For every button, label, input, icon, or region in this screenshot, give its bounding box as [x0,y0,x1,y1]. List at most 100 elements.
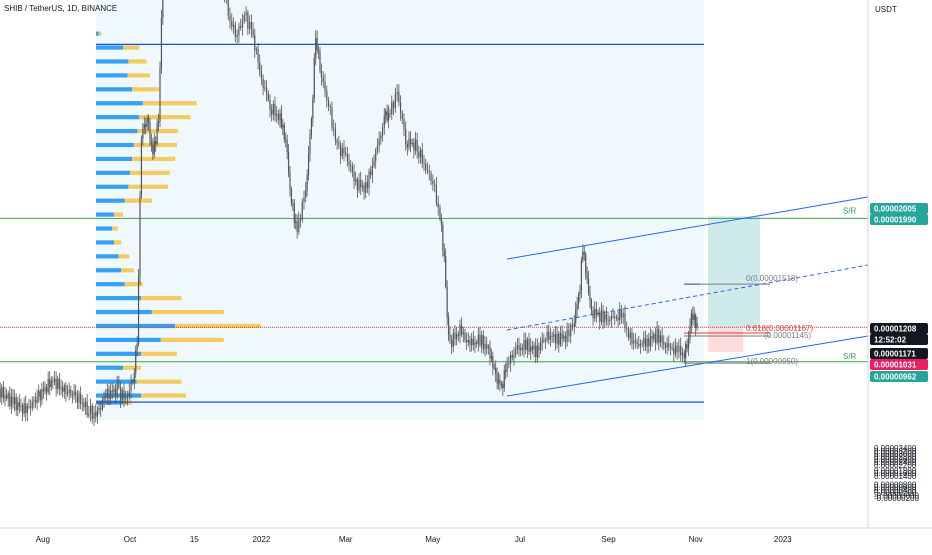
candle-body [350,164,352,167]
candle-body [63,385,65,392]
candle-body [416,139,418,152]
price-axis-unit: USDT [875,5,897,14]
price-axis-tick-label: 0.00003200 [874,447,917,456]
price-axis-tick-label: 0.00000400 [874,486,917,495]
volume-profile-down-bar [123,45,140,50]
candle-body [257,49,259,63]
candle-body [110,390,112,400]
candle-body [383,115,385,128]
candle-body [368,171,370,189]
position-target-zone [708,216,760,328]
candle-body [535,345,537,358]
candle-body [525,340,527,351]
candle-body [315,38,317,59]
volume-profile-down-bar [141,351,177,356]
candle-body [345,153,347,155]
candle-body [556,333,558,344]
candle-body [446,286,448,318]
candle-body [313,58,315,99]
volume-profile-up-bar [96,365,123,370]
candle-body [434,183,436,185]
fibonacci-label: 1(0.00000950) [746,357,798,366]
candle-body [452,332,454,347]
volume-profile-down-bar [160,337,224,342]
price-axis-tick-label: 0.00001800 [874,466,917,475]
candle-body [309,135,311,155]
candle-body [128,391,130,397]
candle-body [638,343,640,346]
candle-body [599,312,601,322]
candle-body [103,397,105,401]
price-axis-tick-label: 0.00002600 [874,455,917,464]
candle-body [339,144,342,157]
candle-body [533,345,535,351]
volume-profile-up-bar [96,59,129,64]
candle-body [140,138,143,197]
candle-body [549,335,552,340]
time-axis-tick-label: May [425,535,440,544]
candle-body [111,390,113,393]
volume-profile-up-bar [96,296,141,301]
candle-body [546,331,548,340]
candle-body [437,202,439,208]
candle-body [290,188,293,204]
candle-body [150,141,153,145]
candle-body [42,389,45,392]
time-axis-tick-label: Aug [36,535,50,544]
candle-body [142,128,144,139]
candle-body [7,393,9,399]
candle-body [137,276,140,344]
price-label-text: 0.00002005 [874,204,917,213]
candle-body [516,345,518,349]
candle-body [656,328,658,343]
fibonacci-label: (0.00001145) [764,331,811,340]
price-axis-tick-label: 0.00002800 [874,452,917,461]
volume-profile-up-bar [96,240,114,245]
candle-body [114,388,117,397]
candle-body [238,26,240,36]
candle-body [108,388,110,400]
candle-body [316,38,318,51]
candle-body [573,323,575,327]
candle-body [298,219,300,232]
support-resistance-label: S/R [843,352,857,361]
candle-body [605,313,608,320]
candle-body [133,372,135,382]
candle-body [6,395,8,399]
candle-body [423,162,425,164]
candle-body [575,309,577,324]
candle-body [439,207,441,219]
time-axis[interactable]: Aug Oct 15 2022 Mar May Jul Sep Nov 2023 [36,535,793,544]
candle-body [249,22,251,29]
candle-body [236,35,238,37]
candle-body [643,338,645,344]
candle-body [86,401,88,416]
candle-body [474,342,476,346]
candle-body [469,340,471,345]
candle-body [586,273,588,279]
candle-body [602,310,604,323]
candle-body [157,121,160,124]
candle-body [371,165,373,176]
candle-body [477,334,479,344]
candle-body [646,338,648,347]
candle-body [386,111,388,121]
candle-body [658,328,660,343]
candle-body [135,349,137,373]
candle-body [683,352,685,359]
volume-profile-up-bar [96,198,125,203]
candle-body [98,408,100,411]
candle-body [113,388,115,393]
volume-profile-up-bar [96,226,113,231]
fixed-range-profile-area [96,0,704,420]
candle-body [245,12,247,16]
price-axis[interactable]: 0.000034000.000032000.000030000.00002800… [874,444,919,503]
candle-body [570,324,572,337]
volume-profile-up-bar [96,31,99,36]
candle-body [612,316,614,318]
candle-body [147,117,150,123]
candle-body [580,260,583,291]
price-label-badge [870,359,928,370]
